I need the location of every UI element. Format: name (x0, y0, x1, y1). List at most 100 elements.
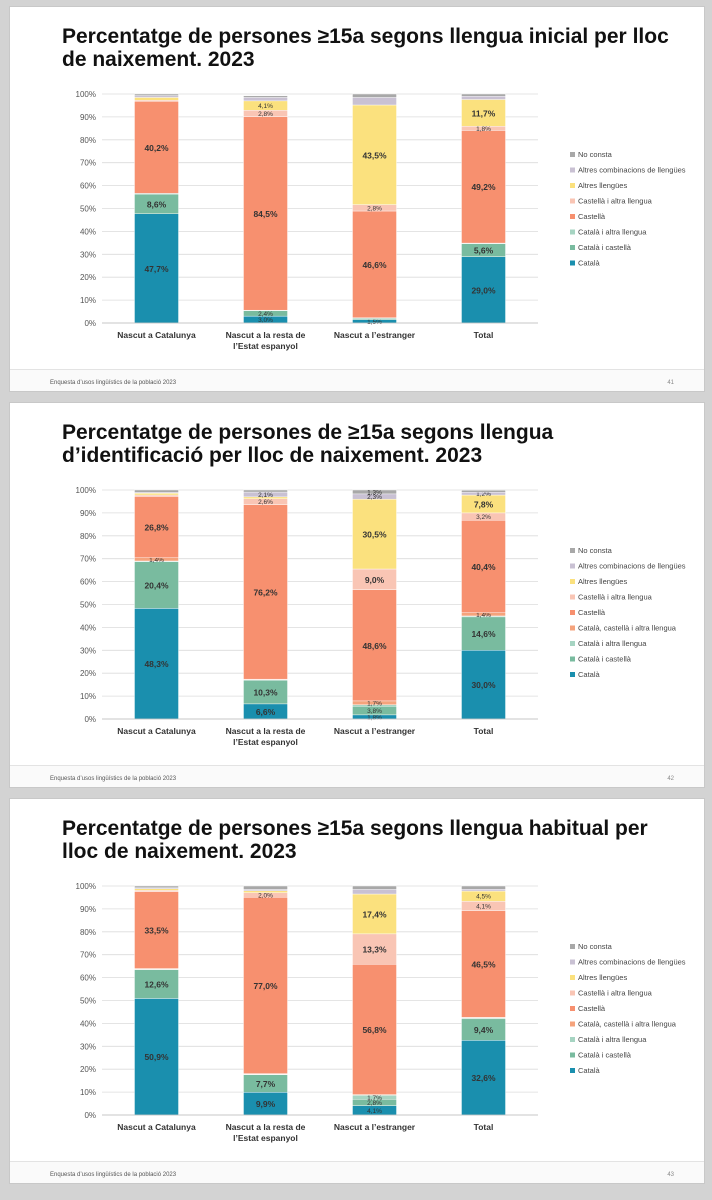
y-tick-label: 90% (80, 509, 96, 518)
y-tick-label: 30% (80, 1042, 96, 1051)
stacked-bar-chart: 0% 10% 20% 30% 40% 50% 60% 70% 80% 90% 100% 48,3% 20… (76, 486, 686, 747)
x-category-label: Nascut a l’estranger (334, 726, 416, 736)
page-number: 42 (667, 776, 674, 782)
chart-title: Percentatge de persones ≥15a segons llen… (62, 25, 669, 71)
x-category-label: Nascut a la resta de l’Estat espanyol (226, 1122, 306, 1143)
bars: 47,7%8,6%40,2%3,0%2,4%84,5%2,8%4,1%1,5%4… (134, 93, 506, 326)
x-category-label: Total (474, 330, 494, 340)
bar-segment-altres-combinacions-de-llengues (461, 96, 506, 100)
legend-item-catala-i-castella: Català i castellà (578, 243, 632, 252)
data-label: 1,2% (476, 491, 491, 498)
data-label: 50,9% (144, 1052, 169, 1062)
bar-segment-altres-llengues (352, 104, 397, 205)
legend-swatch (570, 198, 575, 204)
bar-segment-castella-i-altra-llengua (134, 494, 179, 497)
legend: No consta Altres combinacions de llengües… (570, 942, 686, 1075)
y-tick-label: 50% (80, 997, 96, 1006)
data-label: 8,6% (147, 199, 167, 209)
y-tick-label: 50% (80, 601, 96, 610)
data-label: 4,5% (476, 894, 491, 901)
legend-swatch (570, 990, 575, 996)
legend-swatch (570, 1052, 575, 1058)
y-tick-label: 70% (80, 159, 96, 168)
data-label: 30,0% (471, 680, 496, 690)
legend-item-catala-castella-i-altra-llengua: Català, castellà i altra llengua (578, 624, 677, 633)
bar-segment-castella (352, 589, 397, 702)
data-label: 1,7% (367, 1095, 382, 1102)
bar-segment-castella (243, 116, 288, 311)
legend-swatch (570, 625, 575, 631)
data-label: 12,6% (144, 980, 169, 990)
legend-item-altres-combinacions-de-llengues: Altres combinacions de llengües (578, 562, 686, 571)
legend-swatch (570, 260, 575, 266)
data-label: 3,0% (258, 317, 273, 324)
y-tick-label: 40% (80, 227, 96, 236)
data-label: 7,7% (256, 1079, 276, 1089)
y-tick-label: 70% (80, 555, 96, 564)
data-label: 76,2% (253, 587, 278, 597)
legend-swatch (570, 594, 575, 600)
bar-segment-castella (243, 897, 288, 1074)
legend-item-altres-combinacions-de-llengues: Altres combinacions de llengües (578, 958, 686, 967)
bar-segment-altres-combinacions-de-llengues (243, 97, 288, 102)
bar-segment-altres-llengues (352, 498, 397, 570)
data-label: 9,0% (365, 575, 385, 585)
data-label: 40,4% (471, 562, 496, 572)
legend-swatch (570, 229, 575, 235)
footer-source: Enquesta d’usos lingüístics de la poblac… (50, 1172, 177, 1178)
data-label: 43,5% (362, 150, 387, 160)
bar-segment-no-consta (243, 95, 288, 98)
bar-segment-altres-combinacions-de-llengues (461, 889, 506, 892)
data-label: 77,0% (253, 981, 278, 991)
legend-item-catala-i-altra-llengua: Català i altra llengua (578, 1035, 647, 1044)
bar-segment-castella (352, 964, 397, 1095)
legend-swatch (570, 1068, 575, 1073)
data-label: 4,1% (476, 904, 491, 911)
bar-segment-castella (134, 101, 179, 194)
bar-segment-catala (461, 650, 506, 720)
legend-swatch (570, 959, 575, 965)
data-label: 1,4% (476, 612, 491, 619)
bar-segment-altres-llengues (352, 893, 397, 935)
data-label: 17,4% (362, 909, 387, 919)
bar-segment-no-consta (134, 885, 179, 889)
x-category-label: Nascut a la resta de l’Estat espanyol (226, 330, 306, 351)
bar-segment-castella (243, 504, 288, 680)
bar-segment-castella (461, 910, 506, 1018)
y-tick-label: 30% (80, 646, 96, 655)
y-tick-label: 90% (80, 905, 96, 914)
legend-item-catala: Català (578, 259, 601, 268)
legend-swatch (570, 610, 575, 615)
y-tick-label: 60% (80, 578, 96, 587)
bars: 48,3% 20,4% 1,4% 26,8% 6,6% 10,3% 76,2% 2,6%2,1… (134, 489, 506, 721)
legend-item-castella-i-altra-llengua: Castellà i altra llengua (578, 197, 653, 206)
bar-segment-catala-i-castella (461, 616, 506, 651)
bar-segment-altres-llengues (461, 99, 506, 127)
data-label: 20,4% (144, 581, 169, 591)
slide-41: Percentatge de persones ≥15a segons llen… (9, 6, 705, 392)
y-tick-label: 100% (76, 90, 96, 99)
x-category-label: Total (474, 726, 494, 736)
bar-segment-no-consta (461, 885, 506, 890)
y-tick-label: 30% (80, 250, 96, 259)
y-tick-label: 90% (80, 113, 96, 122)
bar-segment-no-consta (134, 489, 179, 493)
footer-source: Enquesta d’usos lingüístics de la poblac… (50, 380, 177, 386)
legend-swatch (570, 944, 575, 949)
bar-segment-no-consta (352, 489, 397, 495)
data-label: 9,9% (256, 1099, 276, 1109)
y-tick-label: 100% (76, 486, 96, 495)
data-label: 14,6% (471, 629, 496, 639)
legend-swatch (570, 152, 575, 157)
data-label: 3,2% (476, 514, 491, 521)
data-label: 2,8% (367, 1100, 382, 1107)
bar-segment-castella-i-altra-llengua (134, 890, 179, 892)
data-label: 32,6% (471, 1073, 496, 1083)
data-label: 46,5% (471, 959, 496, 969)
data-label: 3,8% (367, 708, 382, 715)
legend-swatch (570, 1021, 575, 1027)
legend: No consta Altres combinacions de llengües… (570, 150, 686, 268)
legend-item-altres-llengues: Altres llengües (578, 973, 627, 982)
data-label: 40,2% (144, 143, 169, 153)
x-category-label: Nascut a Catalunya (117, 726, 196, 736)
